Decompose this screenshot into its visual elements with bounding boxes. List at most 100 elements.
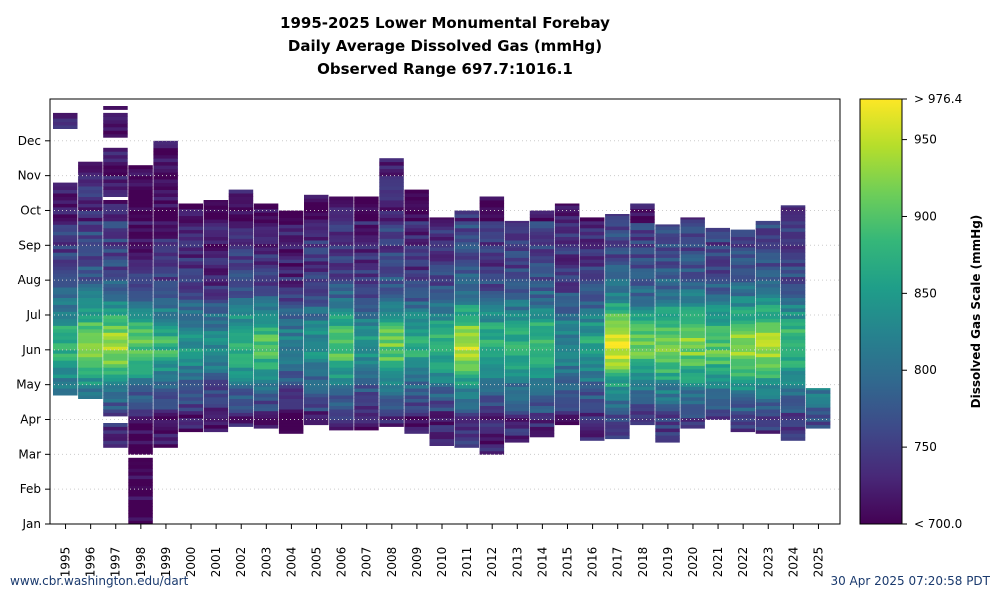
heatmap-cell [53, 217, 78, 222]
heatmap-cell [153, 290, 178, 295]
heatmap-cell [730, 375, 756, 380]
x-tick-label-2011: 2011 [460, 547, 474, 578]
heatmap-cell [554, 243, 580, 248]
heatmap-cell [780, 308, 806, 312]
heatmap-cell [178, 302, 203, 307]
heatmap-cell [354, 301, 379, 305]
heatmap-cell [304, 281, 329, 286]
heatmap-cell [630, 351, 655, 356]
heatmap-cell [780, 294, 806, 298]
heatmap-cell [755, 363, 781, 368]
heatmap-cell [379, 328, 404, 333]
heatmap-cell [78, 290, 103, 295]
heatmap-cell [554, 268, 580, 272]
heatmap-cell [78, 168, 103, 173]
heatmap-cell [404, 384, 429, 389]
heatmap-cell [780, 349, 806, 354]
heatmap-cell [454, 346, 479, 351]
heatmap-cell [755, 346, 781, 351]
heatmap-cell [404, 398, 429, 403]
heatmap-cell [454, 412, 479, 417]
heatmap-cell [630, 268, 655, 272]
heatmap-cell [580, 259, 605, 264]
heatmap-cell [53, 315, 78, 319]
heatmap-cell [605, 302, 630, 307]
heatmap-cell [329, 248, 354, 253]
heatmap-cell [630, 292, 655, 297]
heatmap-cell [203, 320, 229, 325]
heatmap-cell [580, 370, 605, 375]
heatmap-cell [53, 255, 78, 260]
heatmap-cell [78, 196, 103, 201]
heatmap-cell [705, 325, 730, 330]
heatmap-cell [504, 344, 530, 349]
heatmap-cell [554, 285, 580, 290]
heatmap-cell [153, 436, 178, 441]
heatmap-cell [605, 400, 630, 405]
heatmap-cell [404, 419, 429, 424]
heatmap-cell [605, 316, 630, 321]
heatmap-cell [153, 220, 178, 225]
heatmap-cell [278, 335, 304, 340]
heatmap-cell [329, 419, 354, 424]
heatmap-cell [278, 311, 304, 316]
heatmap-cell [780, 398, 806, 403]
heatmap-cell [605, 257, 630, 262]
heatmap-cell [128, 189, 153, 194]
heatmap-cell [429, 288, 454, 293]
heatmap-cell [529, 287, 555, 291]
heatmap-cell [479, 440, 505, 445]
heatmap-cell [128, 238, 153, 243]
heatmap-cell [755, 370, 781, 375]
heatmap-cell [780, 220, 806, 225]
heatmap-cell [780, 409, 806, 413]
heatmap-cell [153, 335, 178, 340]
heatmap-cell [203, 306, 229, 311]
heatmap-cell [178, 288, 203, 293]
heatmap-cell [228, 262, 254, 267]
heatmap-cell [655, 348, 680, 352]
heatmap-cell [404, 193, 429, 197]
heatmap-cell [128, 290, 153, 295]
heatmap-cell [228, 367, 254, 372]
heatmap-cell [278, 388, 304, 392]
heatmap-cell [354, 412, 379, 417]
heatmap-cell [203, 247, 229, 251]
heatmap-cell [228, 196, 254, 201]
heatmap-cell [605, 261, 630, 265]
heatmap-cell [78, 238, 103, 243]
heatmap-cell [203, 219, 229, 224]
year-column-2004 [278, 210, 304, 434]
heatmap-cell [705, 328, 730, 333]
heatmap-cell [605, 250, 630, 255]
heatmap-cell [504, 220, 530, 223]
heatmap-cell [354, 426, 379, 431]
heatmap-cell [429, 236, 454, 241]
heatmap-cell [354, 276, 379, 281]
heatmap-cell [128, 436, 153, 441]
heatmap-cell [128, 419, 153, 424]
heatmap-cell [655, 285, 680, 290]
heatmap-cell [454, 423, 479, 427]
heatmap-cell [479, 259, 505, 264]
heatmap-cell [128, 269, 153, 274]
heatmap-cell [730, 257, 756, 262]
heatmap-cell [780, 412, 806, 417]
heatmap-cell [228, 405, 254, 410]
year-column-2014 [529, 210, 555, 438]
heatmap-cell [479, 269, 505, 274]
heatmap-cell [329, 276, 354, 281]
heatmap-cell [128, 175, 153, 180]
heatmap-cell [354, 207, 379, 211]
heatmap-cell [379, 395, 404, 399]
heatmap-cell [203, 208, 229, 213]
year-column-2015 [554, 203, 580, 426]
heatmap-cell [354, 395, 379, 399]
x-tick-label-2022: 2022 [736, 547, 750, 578]
heatmap-cell [404, 259, 429, 264]
heatmap-cell [103, 304, 128, 309]
heatmap-cell [529, 276, 555, 281]
heatmap-cell [504, 274, 530, 279]
x-tick-label-2018: 2018 [636, 547, 650, 578]
heatmap-cell [228, 335, 254, 340]
